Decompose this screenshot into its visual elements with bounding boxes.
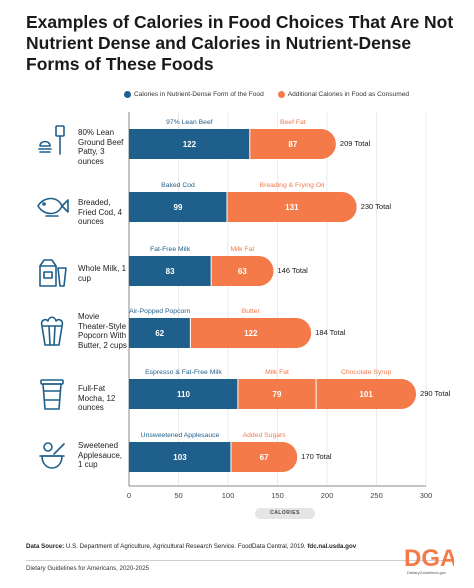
bar-value-label: 122: [183, 140, 197, 149]
bar-value-label: 79: [273, 390, 282, 399]
food-label: 80% Lean Ground Beef Patty, 3 ounces: [78, 128, 124, 166]
segment-name-label: Breading & Frying Oil: [259, 182, 325, 189]
bar-value-label: 83: [166, 267, 175, 276]
segment-name-label: Milk Fat: [230, 246, 255, 253]
segment-name-label: Added Sugars: [242, 432, 286, 439]
bar-segment-additional: [227, 192, 357, 222]
bar-segment-additional: [230, 442, 298, 472]
bar-segment-nutrient-dense: [129, 442, 231, 472]
coffee-cup-icon: [40, 379, 64, 410]
bar-value-label: 62: [155, 329, 164, 338]
food-label: Breaded, Fried Cod, 4 ounces: [78, 198, 123, 226]
bar-value-label: 101: [359, 390, 373, 399]
food-label: Whole Milk, 1 cup: [78, 264, 127, 283]
bar-total-label: 230 Total: [360, 202, 391, 211]
chart-title: Examples of Calories in Food Choices Tha…: [26, 12, 454, 74]
legend-item-additional: Additional Calories in Food as Consumed: [277, 91, 410, 98]
bar-value-label: 122: [244, 329, 258, 338]
bar-segment-nutrient-dense: [129, 192, 228, 222]
legend: Calories in Nutrient-Dense Form of the F…: [124, 91, 423, 98]
segment-name-label: Espresso & Fat-Free Milk: [145, 369, 222, 376]
x-tick-label: 50: [174, 491, 183, 500]
data-source: Data Source: U.S. Department of Agricult…: [26, 543, 356, 550]
bar-group: [129, 192, 357, 222]
dga-logo: DGA DietaryGuidelines.gov: [404, 545, 454, 575]
segment-name-label: Baked Cod: [161, 182, 195, 189]
segment-name-label: Air-Popped Popcorn: [129, 308, 191, 315]
bar-total-label: 170 Total: [301, 452, 332, 461]
food-label: Movie Theater-Style Popcorn With Butter,…: [78, 312, 127, 350]
bar-total-label: 290 Total: [420, 389, 451, 398]
food-label: Full-Fat Mocha, 12 ounces: [78, 384, 116, 412]
bar-segment-nutrient-dense: [129, 129, 250, 159]
bar-group: [129, 379, 417, 409]
legend-swatch-additional: [277, 91, 285, 98]
popcorn-icon: [40, 316, 64, 346]
bar-value-label: 63: [238, 267, 247, 276]
bar-group: [129, 318, 312, 348]
segment-name-label: Butter: [241, 308, 260, 315]
data-source-link[interactable]: fdc.nal.usda.gov: [307, 543, 357, 550]
bar-group: [129, 256, 274, 286]
segment-name-label: Milk Fat: [265, 369, 289, 376]
fish-icon: [37, 197, 69, 217]
x-tick-label: 250: [370, 491, 383, 500]
bar-value-label: 67: [260, 453, 269, 462]
milk-icon: [39, 259, 67, 287]
bar-segment-nutrient-dense: [129, 379, 238, 409]
data-source-label: Data Source:: [26, 543, 65, 550]
bar-value-label: 131: [285, 203, 299, 212]
logo-text: DGA: [404, 545, 454, 572]
bar-segment-additional: [316, 379, 417, 409]
legend-label-additional: Additional Calories in Food as Consumed: [287, 91, 410, 98]
x-axis-title: CALORIES: [255, 508, 315, 519]
segment-name-label: Fat-Free Milk: [150, 246, 191, 253]
x-tick-label: 150: [271, 491, 284, 500]
x-tick-label: 100: [221, 491, 235, 500]
applesauce-icon: [39, 442, 65, 469]
legend-item-nutrient-dense: Calories in Nutrient-Dense Form of the F…: [124, 91, 264, 98]
spatula-burger-icon: [38, 125, 65, 155]
x-tick-label: 200: [320, 491, 334, 500]
data-source-text: U.S. Department of Agriculture, Agricult…: [65, 543, 306, 550]
bar-segment-nutrient-dense: [129, 318, 191, 348]
footer-divider: [26, 560, 451, 561]
bar-value-label: 103: [173, 453, 187, 462]
bar-value-label: 99: [174, 203, 183, 212]
bar-group: [129, 129, 336, 159]
bar-total-label: 209 Total: [339, 139, 371, 148]
bar-total-label: 184 Total: [315, 328, 346, 337]
segment-name-label: Unsweetened Applesauce: [140, 432, 220, 439]
bar-segment-additional: [237, 379, 317, 409]
bar-value-label: 87: [288, 140, 297, 149]
segment-name-label: Chocolate Syrup: [340, 369, 392, 376]
x-tick-label: 300: [419, 491, 433, 500]
logo-url: DietaryGuidelines.gov: [407, 570, 446, 575]
segment-name-label: 97% Lean Beef: [166, 119, 213, 126]
bar-value-label: 110: [177, 390, 190, 399]
x-tick-label: 0: [126, 491, 132, 500]
bar-segment-additional: [190, 318, 312, 348]
food-label: Sweetened Applesauce, 1 cup: [78, 441, 123, 469]
bar-segment-additional: [211, 256, 274, 286]
segment-name-label: Beef Fat: [279, 119, 306, 126]
bar-segment-nutrient-dense: [129, 256, 212, 286]
bar-group: [129, 442, 298, 472]
legend-label-nutrient-dense: Calories in Nutrient-Dense Form of the F…: [134, 91, 264, 98]
bar-segment-additional: [249, 129, 336, 159]
footer-text: Dietary Guidelines for Americans, 2020-2…: [26, 565, 150, 572]
bar-total-label: 146 Total: [277, 266, 308, 275]
legend-swatch-nutrient-dense: [124, 91, 131, 98]
